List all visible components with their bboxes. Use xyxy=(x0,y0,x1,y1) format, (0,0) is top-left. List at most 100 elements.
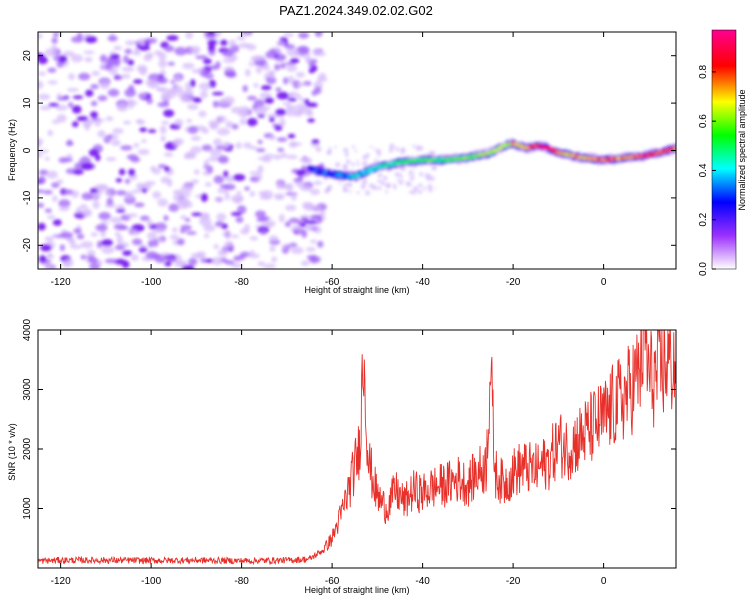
noise-blob xyxy=(214,197,224,202)
noise-blob xyxy=(101,245,115,254)
noise-blob xyxy=(160,252,171,257)
noise-blob xyxy=(76,116,89,122)
noise-blob xyxy=(260,85,272,91)
noise-blob xyxy=(257,139,263,145)
noise-blob xyxy=(182,265,195,269)
noise-blob xyxy=(88,257,99,264)
noise-speck xyxy=(326,190,330,194)
noise-blob xyxy=(157,77,168,84)
noise-blob xyxy=(299,222,307,228)
ridge-core xyxy=(673,146,676,150)
noise-blob xyxy=(139,127,147,133)
noise-blob xyxy=(264,97,274,104)
noise-speck xyxy=(356,191,360,195)
y-tick-label: 4000 xyxy=(22,318,33,341)
noise-blob xyxy=(191,212,203,217)
noise-blob xyxy=(85,89,94,97)
noise-blob xyxy=(70,54,83,63)
noise-blob xyxy=(185,32,194,39)
noise-blob xyxy=(305,247,316,252)
noise-blob xyxy=(222,49,234,57)
noise-blob xyxy=(86,249,96,257)
noise-blob xyxy=(107,88,120,97)
noise-blob xyxy=(38,169,49,176)
noise-blob xyxy=(277,147,285,152)
noise-blob xyxy=(214,32,222,37)
noise-blob xyxy=(141,188,148,193)
noise-blob xyxy=(153,239,159,248)
noise-blob xyxy=(301,260,310,267)
noise-blob xyxy=(140,215,150,221)
noise-blob xyxy=(275,87,282,92)
noise-blob xyxy=(167,61,175,66)
noise-blob xyxy=(44,236,54,242)
noise-speck xyxy=(342,184,347,189)
noise-blob xyxy=(75,206,83,215)
noise-blob xyxy=(287,75,295,85)
noise-blob xyxy=(130,254,139,262)
noise-blob xyxy=(152,167,162,175)
noise-blob xyxy=(280,152,288,158)
noise-blob xyxy=(107,134,113,139)
snr-y-label: SNR (10 * v/v) xyxy=(7,423,17,481)
noise-blob xyxy=(76,233,85,240)
noise-blob xyxy=(295,82,307,87)
noise-blob xyxy=(180,224,192,231)
noise-speck xyxy=(382,175,388,181)
x-tick-label: -100 xyxy=(141,277,161,288)
noise-blob xyxy=(104,258,118,264)
noise-blob xyxy=(141,139,147,143)
noise-blob xyxy=(299,184,312,192)
noise-blob xyxy=(176,200,189,210)
noise-blob xyxy=(58,199,71,208)
noise-blob xyxy=(139,244,147,248)
noise-speck xyxy=(409,175,415,181)
noise-blob xyxy=(308,205,322,211)
noise-blob xyxy=(291,192,297,201)
noise-blob xyxy=(164,166,171,172)
noise-blob xyxy=(91,70,101,76)
noise-speck xyxy=(409,190,413,194)
noise-blob xyxy=(125,40,135,46)
x-tick-label: 0 xyxy=(601,576,607,587)
noise-blob xyxy=(297,174,304,182)
x-tick-label: -120 xyxy=(51,277,71,288)
noise-blob xyxy=(285,204,297,211)
noise-speck xyxy=(364,179,367,183)
noise-blob xyxy=(97,130,106,138)
noise-blob xyxy=(311,139,320,144)
noise-blob xyxy=(216,115,227,123)
noise-blob xyxy=(257,165,264,174)
noise-blob xyxy=(38,189,45,194)
spectrogram-panel: -120 -100 -80 -60 -40 -20 0 20 10 0 -10 -20 Height … xyxy=(7,31,677,295)
noise-blob xyxy=(163,215,169,222)
noise-blob xyxy=(115,178,123,183)
noise-blob xyxy=(217,249,228,257)
noise-blob xyxy=(90,100,98,107)
noise-blob xyxy=(109,216,122,224)
noise-blob xyxy=(62,189,74,195)
noise-speck xyxy=(405,181,409,185)
noise-blob xyxy=(39,105,52,111)
noise-blob xyxy=(81,210,90,217)
noise-blob xyxy=(195,55,209,60)
noise-blob xyxy=(283,77,289,85)
noise-blob xyxy=(38,255,47,263)
noise-speck xyxy=(356,162,360,166)
noise-speck xyxy=(426,176,431,182)
noise-blob xyxy=(254,107,267,115)
noise-blob xyxy=(225,120,234,128)
noise-blob xyxy=(85,36,98,44)
noise-blob xyxy=(311,90,318,96)
noise-speck xyxy=(375,158,378,161)
noise-speck xyxy=(380,180,385,184)
snr-axes: -120 -100 -80 -60 -40 -20 0 4000 3000 2000 1000 xyxy=(22,318,676,587)
noise-blob xyxy=(147,129,157,134)
noise-blob xyxy=(255,65,263,74)
noise-blob xyxy=(137,149,150,155)
y-tick-label: 3000 xyxy=(22,378,33,401)
noise-blob xyxy=(186,231,197,235)
spectrogram-x-label: Height of straight line (km) xyxy=(304,285,409,295)
noise-speck xyxy=(418,183,423,188)
snr-x-label: Height of straight line (km) xyxy=(304,585,409,595)
